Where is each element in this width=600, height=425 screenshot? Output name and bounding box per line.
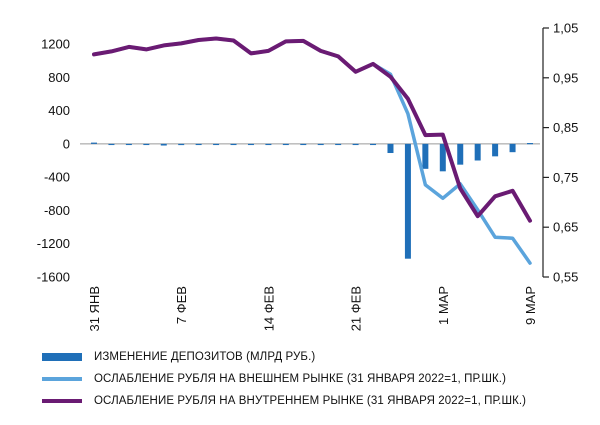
deposit-bar [387,143,394,154]
right-tick-label: 0,75 [553,170,578,185]
deposit-bar [492,143,499,157]
chart: 1200 800 400 0 -400 -800 -1200 -1600 1,05 0,95 0,… [37,21,579,332]
x-tick-label: 31 ЯНВ [87,286,102,332]
legend-swatch-external-line [42,377,82,381]
deposit-bar [370,143,377,146]
ruble-lines [92,36,532,265]
deposit-bar [509,143,516,153]
left-tick-label: -800 [44,203,70,218]
deposit-bar [125,143,132,146]
deposit-bar [247,143,254,146]
left-axis: 1200 800 400 0 -400 -800 -1200 -1600 [37,37,70,285]
deposit-bar [282,143,289,146]
left-tick-label: 0 [63,136,70,151]
x-tick-label: 7 ФЕВ [174,286,189,324]
internal-ruble-line [92,36,532,223]
deposit-bar [265,143,272,146]
legend-item-external: ОСЛАБЛЕНИЕ РУБЛЯ НА ВНЕШНЕМ РЫНКЕ (31 ЯН… [40,368,526,390]
right-tick-label: 0,85 [553,120,578,135]
left-tick-label: -400 [44,170,70,185]
x-tick-label: 1 МАР [436,286,451,325]
legend-swatch-bar [42,353,82,361]
legend-item-deposits: ИЗМЕНЕНИЕ ДЕПОЗИТОВ (МЛРД РУБ.) [40,346,526,368]
legend: ИЗМЕНЕНИЕ ДЕПОЗИТОВ (МЛРД РУБ.) ОСЛАБЛЕН… [40,346,526,412]
deposit-bar [160,143,167,146]
x-axis: 31 ЯНВ 7 ФЕВ 14 ФЕВ 21 ФЕВ 1 МАР 9 МАР [87,286,538,332]
left-tick-label: 400 [48,103,70,118]
deposit-bar [178,143,185,146]
right-tick-label: 0,55 [553,270,578,285]
left-tick-label: -1200 [37,236,70,251]
deposit-bar [317,143,324,146]
x-tick-label: 9 МАР [523,286,538,325]
deposit-bar [300,143,307,146]
deposit-bar [335,143,342,146]
legend-item-internal: ОСЛАБЛЕНИЕ РУБЛЯ НА ВНУТРЕННЕМ РЫНКЕ (31… [40,390,526,412]
deposit-bar [474,143,481,161]
deposit-bar [439,143,446,172]
legend-swatch-internal-line [42,399,82,403]
right-tick-label: 0,65 [553,220,578,235]
right-tick-label: 1,05 [553,21,578,36]
x-tick-label: 21 ФЕВ [349,286,364,331]
deposit-bar [195,143,202,146]
deposit-bar [91,142,97,144]
external-ruble-line [92,36,532,265]
left-tick-label: 1200 [41,37,70,52]
deposit-bar [527,143,533,145]
deposit-bar [352,143,359,146]
right-tick-label: 0,95 [553,70,578,85]
deposit-bar [108,143,115,146]
deposit-bar [404,143,411,259]
deposit-bars [91,142,533,259]
legend-label-external: ОСЛАБЛЕНИЕ РУБЛЯ НА ВНЕШНЕМ РЫНКЕ (31 ЯН… [94,373,507,385]
left-tick-label: -1600 [37,270,70,285]
legend-label-internal: ОСЛАБЛЕНИЕ РУБЛЯ НА ВНУТРЕННЕМ РЫНКЕ (31… [94,395,527,407]
deposit-bar [143,143,150,146]
deposit-bar [422,143,429,169]
x-tick-label: 14 ФЕВ [261,286,276,331]
deposit-bar [230,143,237,146]
right-axis: 1,05 0,95 0,85 0,75 0,65 0,55 [542,21,578,285]
left-tick-label: 800 [48,70,70,85]
legend-label-deposits: ИЗМЕНЕНИЕ ДЕПОЗИТОВ (МЛРД РУБ.) [94,351,316,363]
deposit-bar [457,143,464,165]
deposit-bar [213,143,220,146]
